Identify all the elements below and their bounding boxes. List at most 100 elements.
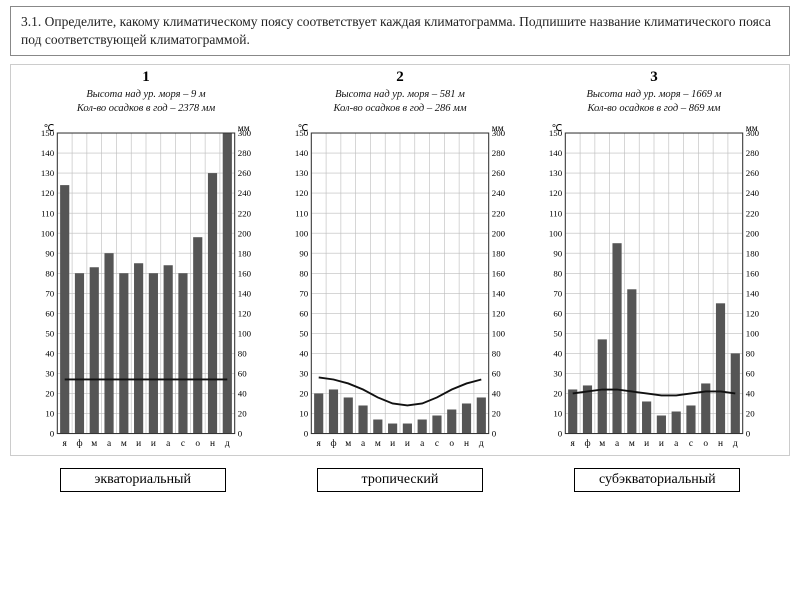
task-body: Определите, какому климатическому поясу … xyxy=(21,14,771,47)
svg-text:а: а xyxy=(361,439,366,449)
climogram-number: 1 xyxy=(142,69,150,86)
svg-text:160: 160 xyxy=(238,268,252,278)
svg-text:200: 200 xyxy=(746,228,760,238)
svg-text:40: 40 xyxy=(45,348,54,358)
svg-text:80: 80 xyxy=(45,268,54,278)
svg-text:а: а xyxy=(615,439,620,449)
svg-text:60: 60 xyxy=(492,368,501,378)
svg-text:60: 60 xyxy=(746,368,755,378)
svg-text:о: о xyxy=(449,439,454,449)
svg-text:80: 80 xyxy=(746,348,755,358)
climogram-2: 2 Высота над ур. моря – 581 м Кол-во оса… xyxy=(280,69,520,455)
svg-text:180: 180 xyxy=(492,248,506,258)
svg-text:о: о xyxy=(195,439,200,449)
meta-precip: Кол-во осадков в год – 869 мм xyxy=(587,102,722,115)
svg-text:60: 60 xyxy=(553,308,562,318)
svg-text:40: 40 xyxy=(299,348,308,358)
answer-2: тропический xyxy=(317,468,483,492)
svg-text:0: 0 xyxy=(558,428,563,438)
svg-text:и: и xyxy=(136,439,141,449)
svg-text:280: 280 xyxy=(492,148,506,158)
svg-text:100: 100 xyxy=(41,228,55,238)
svg-text:30: 30 xyxy=(299,368,308,378)
svg-text:100: 100 xyxy=(295,228,309,238)
climogram-meta: Высота над ур. моря – 1669 м Кол-во осад… xyxy=(587,88,722,114)
meta-altitude: Высота над ур. моря – 581 м xyxy=(333,88,466,101)
svg-text:90: 90 xyxy=(45,248,54,258)
svg-text:с: с xyxy=(689,439,693,449)
svg-text:120: 120 xyxy=(492,308,506,318)
svg-text:240: 240 xyxy=(492,188,506,198)
svg-text:240: 240 xyxy=(746,188,760,198)
svg-text:100: 100 xyxy=(746,328,760,338)
svg-text:м: м xyxy=(121,439,127,449)
svg-text:80: 80 xyxy=(238,348,247,358)
meta-altitude: Высота над ур. моря – 1669 м xyxy=(587,88,722,101)
svg-text:90: 90 xyxy=(553,248,562,258)
svg-text:н: н xyxy=(210,439,215,449)
svg-text:м: м xyxy=(345,439,351,449)
svg-text:50: 50 xyxy=(553,328,562,338)
svg-text:н: н xyxy=(718,439,723,449)
climogram-figure: 1 Высота над ур. моря – 9 м Кол-во осадк… xyxy=(10,64,790,456)
svg-text:260: 260 xyxy=(746,168,760,178)
svg-text:140: 140 xyxy=(238,288,252,298)
svg-text:д: д xyxy=(225,439,230,449)
svg-text:20: 20 xyxy=(553,388,562,398)
svg-text:мм: мм xyxy=(492,124,504,134)
svg-text:0: 0 xyxy=(746,428,751,438)
svg-text:и: и xyxy=(151,439,156,449)
svg-text:280: 280 xyxy=(746,148,760,158)
svg-text:240: 240 xyxy=(238,188,252,198)
svg-text:мм: мм xyxy=(746,124,758,134)
svg-text:и: и xyxy=(390,439,395,449)
svg-text:100: 100 xyxy=(238,328,252,338)
svg-text:а: а xyxy=(420,439,425,449)
svg-text:140: 140 xyxy=(41,148,55,158)
svg-text:100: 100 xyxy=(549,228,563,238)
climogram-chart: 0102030405060708090100110120130140150020… xyxy=(280,118,520,457)
svg-text:120: 120 xyxy=(746,308,760,318)
meta-precip: Кол-во осадков в год – 286 мм xyxy=(333,102,466,115)
svg-text:120: 120 xyxy=(549,188,563,198)
svg-text:20: 20 xyxy=(299,388,308,398)
svg-text:а: а xyxy=(107,439,112,449)
svg-text:80: 80 xyxy=(553,268,562,278)
svg-text:120: 120 xyxy=(41,188,55,198)
climogram-meta: Высота над ур. моря – 581 м Кол-во осадк… xyxy=(333,88,466,114)
svg-text:50: 50 xyxy=(45,328,54,338)
svg-text:а: а xyxy=(166,439,171,449)
svg-text:20: 20 xyxy=(45,388,54,398)
svg-text:м: м xyxy=(375,439,381,449)
svg-text:90: 90 xyxy=(299,248,308,258)
svg-text:℃: ℃ xyxy=(44,124,55,134)
svg-text:220: 220 xyxy=(746,208,760,218)
svg-text:н: н xyxy=(464,439,469,449)
svg-text:120: 120 xyxy=(238,308,252,318)
svg-text:140: 140 xyxy=(746,288,760,298)
svg-text:140: 140 xyxy=(549,148,563,158)
svg-text:70: 70 xyxy=(553,288,562,298)
svg-text:и: и xyxy=(644,439,649,449)
svg-text:℃: ℃ xyxy=(552,124,563,134)
svg-text:℃: ℃ xyxy=(298,124,309,134)
climogram-number: 3 xyxy=(650,69,658,86)
svg-text:160: 160 xyxy=(492,268,506,278)
meta-altitude: Высота над ур. моря – 9 м xyxy=(77,88,215,101)
svg-text:60: 60 xyxy=(238,368,247,378)
meta-precip: Кол-во осадков в год – 2378 мм xyxy=(77,102,215,115)
svg-text:м: м xyxy=(91,439,97,449)
svg-text:0: 0 xyxy=(304,428,309,438)
svg-text:160: 160 xyxy=(746,268,760,278)
svg-text:мм: мм xyxy=(238,124,250,134)
climogram-1: 1 Высота над ур. моря – 9 м Кол-во осадк… xyxy=(26,69,266,455)
svg-text:о: о xyxy=(703,439,708,449)
svg-text:70: 70 xyxy=(299,288,308,298)
climogram-number: 2 xyxy=(396,69,404,86)
svg-text:130: 130 xyxy=(295,168,309,178)
svg-text:20: 20 xyxy=(746,408,755,418)
svg-text:с: с xyxy=(181,439,185,449)
svg-text:200: 200 xyxy=(492,228,506,238)
svg-text:40: 40 xyxy=(238,388,247,398)
svg-text:30: 30 xyxy=(553,368,562,378)
